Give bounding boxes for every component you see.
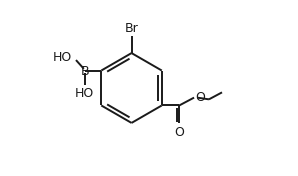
Text: B: B (80, 65, 89, 78)
Text: Br: Br (125, 23, 138, 35)
Text: HO: HO (52, 51, 72, 64)
Text: HO: HO (75, 87, 94, 100)
Text: O: O (195, 91, 205, 104)
Text: O: O (174, 126, 184, 139)
